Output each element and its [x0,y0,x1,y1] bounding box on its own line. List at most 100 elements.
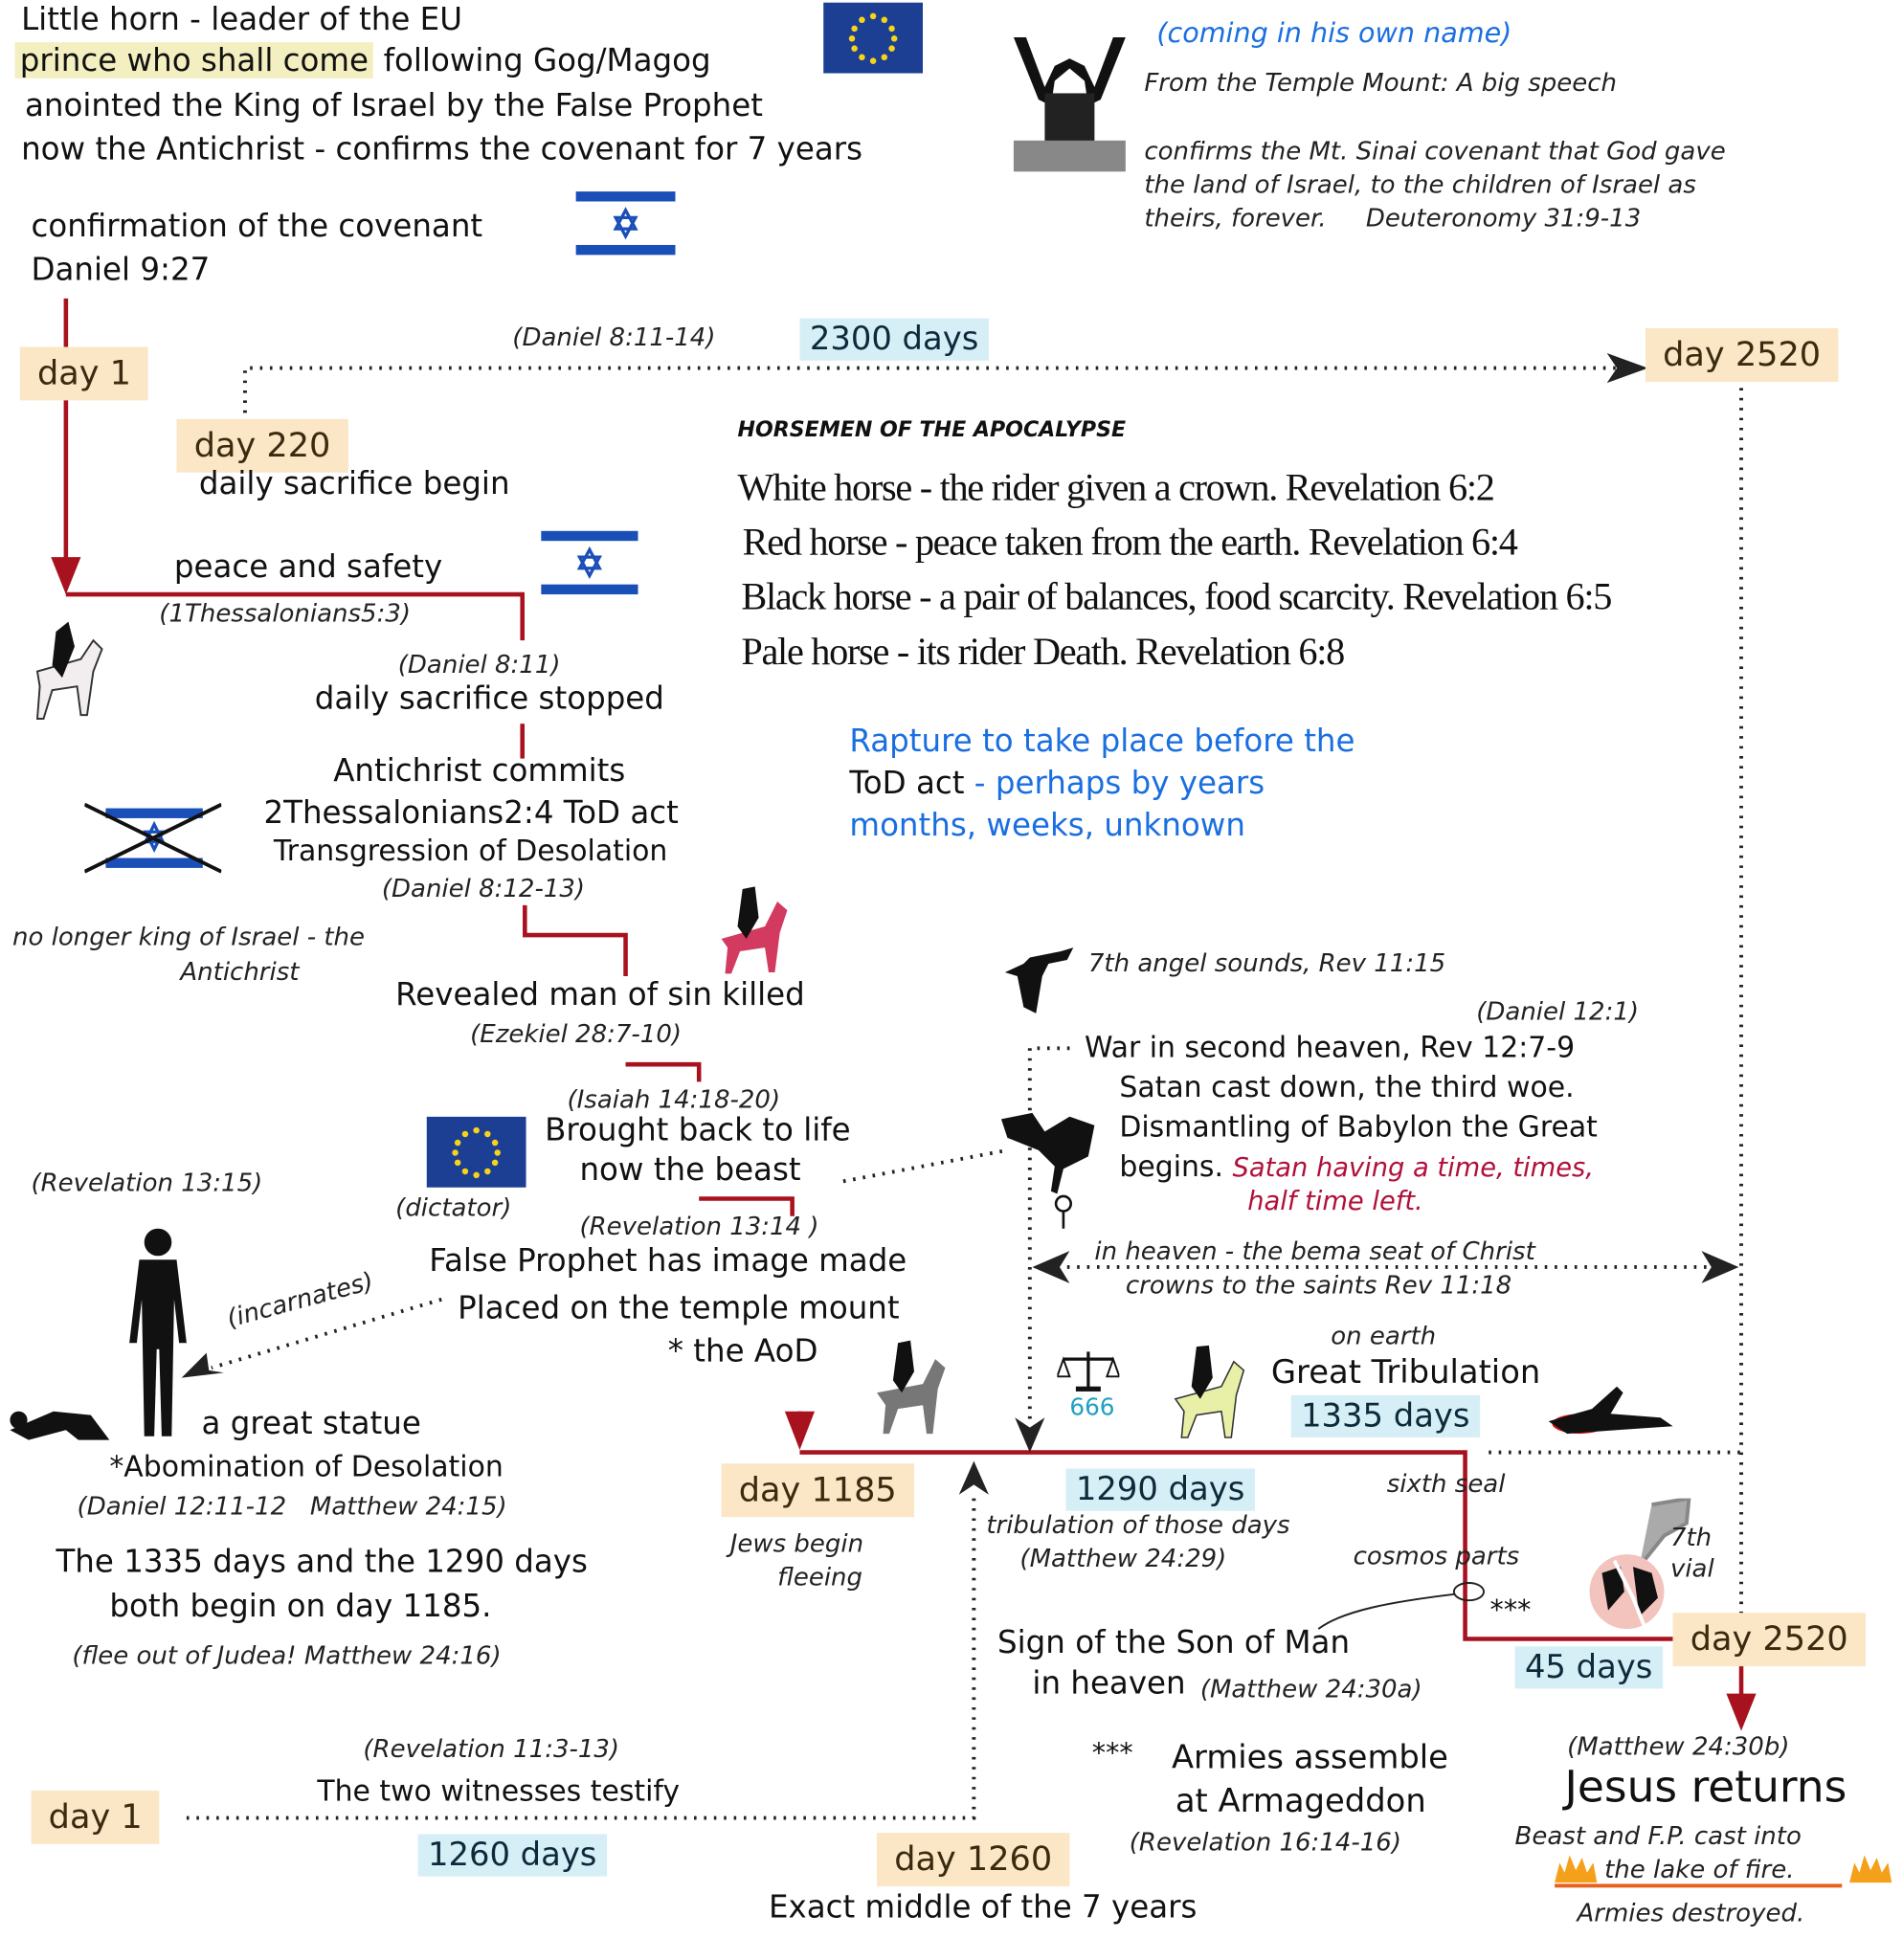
daniel-8-12-13: (Daniel 8:12-13) [381,873,586,903]
speaker-podium-icon [1013,36,1126,172]
matthew-24-30a: (Matthew 24:30a) [1199,1673,1422,1704]
daniel-matthew-refs: (Daniel 12:11-12 Matthew 24:15) [77,1490,507,1522]
day-1260: day 1260 [877,1833,1070,1887]
tribulation-of-those-days: tribulation of those days [986,1509,1290,1540]
lake-of-fire: the lake of fire. [1555,1855,1842,1888]
exact-middle: Exact middle of the 7 years [768,1888,1198,1926]
revelation-11-3-13: (Revelation 11:3-13) [363,1733,620,1764]
false-prophet-image: False Prophet has image made [429,1242,907,1279]
bema-seat: in heaven - the bema seat of Christ [1094,1236,1535,1266]
armies-destroyed: Armies destroyed. [1577,1897,1805,1927]
thessalonians-tod-act: 2Thessalonians2:4 ToD act [263,794,679,831]
no-longer-king-1: no longer king of Israel - the [11,921,365,951]
great-tribulation: Great Tribulation [1270,1353,1541,1392]
scales-icon [1057,1351,1120,1392]
angel-trumpet-icon [1004,947,1074,1013]
perhaps-years: - perhaps by years [964,765,1265,801]
days-1335: 1335 days [1290,1394,1480,1437]
days-1290: 1290 days [1065,1468,1255,1511]
day-1-bottom: day 1 [31,1790,160,1844]
days-1260: 1260 days [417,1834,607,1877]
daniel-12-1: (Daniel 12:1) [1476,995,1639,1026]
israel-flag-icon [575,189,676,257]
dictator: (dictator) [395,1192,512,1223]
seventh-angel-sounds: 7th angel sounds, Rev 11:15 [1087,947,1446,978]
cosmos-parts: cosmos parts [1353,1540,1520,1571]
israel-flag-icon [541,528,638,597]
gog-magog-text: following Gog/Magog [383,42,711,78]
peace-and-safety: peace and safety [173,547,443,585]
pale-horse-rider-icon [1174,1345,1245,1438]
war-in-second-heaven: War in second heaven, Rev 12:7-9 [1084,1032,1576,1065]
red-timeline [63,298,1744,1702]
on-earth: on earth [1331,1320,1437,1351]
both-begin-line-2: both begin on day 1185. [109,1588,492,1624]
ezekiel-28: (Ezekiel 28:7-10) [470,1018,682,1049]
rapture-line-1: Rapture to take place before the [849,722,1355,759]
day-2520-top: day 2520 [1645,328,1839,382]
satan-time-2: half time left. [1247,1186,1423,1216]
now-the-beast: now the beast [579,1151,801,1188]
flame-icon [1849,1855,1892,1883]
red-horse-rider-icon [721,886,788,974]
revelation-13-15: (Revelation 13:15) [31,1168,263,1198]
daily-sacrifice-begin: daily sacrifice begin [198,464,510,501]
no-longer-king-2: Antichrist [180,956,300,987]
brought-back-to-life: Brought back to life [545,1111,851,1148]
day-2520-bottom: day 2520 [1672,1613,1866,1667]
antichrist-commits: Antichrist commits [333,752,626,789]
flame-icon [1555,1855,1598,1883]
revelation-13-14: (Revelation 13:14 ) [579,1211,819,1241]
white-horse: White horse - the rider given a crown. R… [737,464,1494,509]
revealed-man-of-sin: Revealed man of sin killed [395,975,805,1013]
flee-judea: (flee out of Judea! Matthew 24:16) [72,1639,502,1670]
day-1185: day 1185 [721,1463,914,1518]
at-armageddon: at Armageddon [1175,1783,1426,1821]
black-horse: Black horse - a pair of balances, food s… [741,574,1612,618]
pale-horse: Pale horse - its rider Death. Revelation… [741,629,1345,673]
placed-temple-mount: Placed on the temple mount [458,1289,900,1326]
rapture-line-2: ToD act - perhaps by years [849,765,1265,801]
fleeing: fleeing [777,1561,863,1592]
eu-flag-icon [823,2,924,74]
beast-fp-cast: Beast and F.P. cast into [1514,1820,1802,1851]
red-horse: Red horse - peace taken from the earth. … [742,520,1518,564]
confirms-line-2: the land of Israel, to the children of I… [1144,168,1696,199]
statue-figure-icon [129,1228,187,1437]
little-horn-text: Little horn - leader of the EU [21,1,462,37]
tod-act: ToD act [849,765,965,801]
stars-marker: *** [1489,1595,1532,1627]
white-horse-rider-icon [35,621,103,720]
antichrist-confirms-text: now the Antichrist - confirms the covena… [21,130,863,167]
thessalonians-5-3: (1Thessalonians5:3) [159,597,412,629]
isaiah-14: (Isaiah 14:18-20) [567,1083,781,1115]
matthew-24-29: (Matthew 24:29) [1019,1543,1227,1573]
satan-cast-down: Satan cast down, the third woe. [1119,1071,1575,1104]
daniel-8-11: (Daniel 8:11) [397,649,561,679]
vial-label: vial [1669,1552,1714,1584]
satan-time-1: Satan having a time, times, [1232,1152,1594,1183]
begins-text: begins. [1119,1151,1224,1184]
slain-figure-icon [1548,1386,1673,1435]
vial-7th: 7th [1669,1522,1713,1552]
confirms-line-3: theirs, forever. Deuteronomy 31:9-13 [1144,202,1642,233]
prince-line: prince who shall come following Gog/Mago… [14,42,711,78]
revelation-16-14-16: (Revelation 16:14-16) [1129,1826,1401,1857]
seventh-vial-globe-icon [1589,1498,1691,1630]
rapture-line-3: months, weeks, unknown [849,807,1245,843]
daily-sacrifice-stopped: daily sacrifice stopped [314,679,664,717]
crowns-to-saints: crowns to the saints Rev 11:18 [1125,1269,1512,1300]
both-begin-line-1: The 1335 days and the 1290 days [56,1543,588,1580]
armies-stars: *** [1091,1738,1133,1770]
in-heaven: in heaven [1032,1664,1186,1702]
day-1-top: day 1 [19,346,149,401]
red-arrowheads [51,557,1757,1731]
eu-flag-icon [426,1116,526,1188]
jesus-returns: Jesus returns [1564,1763,1847,1814]
abomination-of-desolation: *Abomination of Desolation [109,1451,504,1484]
two-witnesses: The two witnesses testify [317,1775,681,1809]
daniel-8-11-14: (Daniel 8:11-14) [512,322,716,352]
jews-begin: Jews begin [729,1527,864,1559]
prince-highlight: prince who shall come [14,42,374,78]
coming-in-own-name: (coming in his own name) [1156,18,1512,50]
